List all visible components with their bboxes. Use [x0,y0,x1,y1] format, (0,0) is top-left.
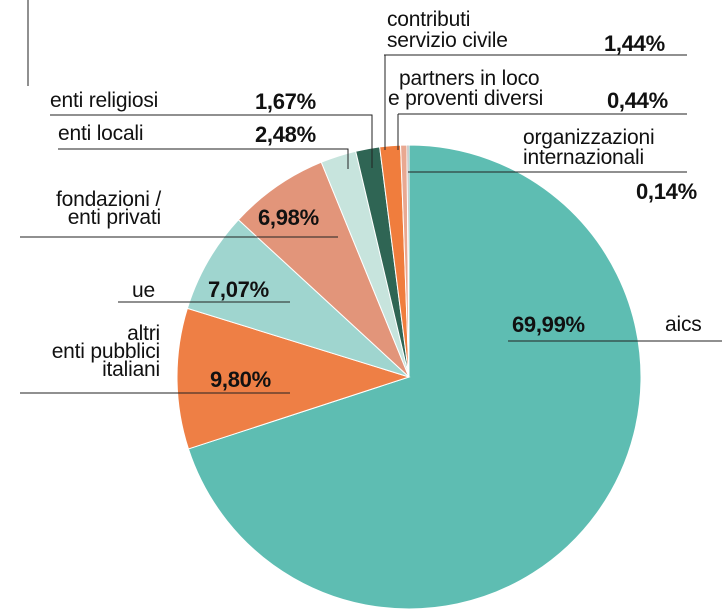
label-organizzazioni-line2: internazionali [523,146,644,169]
label-altri-line3: italiani [102,358,160,381]
pie-slice-1 [176,307,411,450]
label-ue: ue [132,279,155,302]
pie-slice-3 [237,161,410,378]
value-partners: 0,44% [607,88,668,113]
label-contributi-line1: contributi [387,8,471,31]
label-partners-line2: e proventi diversi [388,87,544,110]
label-altri-line1: altri [127,322,160,345]
label-enti-religiosi: enti religiosi [50,89,159,112]
value-altri: 9,80% [210,367,271,392]
leader-line-2 [58,148,349,169]
pie-slice-2 [186,219,410,378]
value-fondazioni: 6,98% [258,205,319,230]
label-fondazioni-line1: fondazioni / [55,188,161,211]
label-partners-line1: partners in loco [399,67,540,90]
leader-lines-group [20,0,722,394]
label-enti-locali: enti locali [58,122,144,145]
pie-slice-8 [406,144,410,378]
value-enti-locali: 2,48% [255,122,316,147]
value-ue: 7,07% [208,277,269,302]
label-altri-line2: enti pubblici [51,340,161,363]
pie-slice-0 [187,144,642,609]
value-organizzazioni: 0,14% [636,179,697,204]
slices-group [176,144,642,609]
label-aics: aics [665,313,702,336]
value-aics: 69,99% [512,312,585,337]
leader-line-1 [50,114,373,168]
value-contributi: 1,44% [604,31,665,56]
label-organizzazioni-line1: organizzazioni [523,126,655,149]
value-enti-religiosi: 1,67% [255,89,316,114]
label-contributi-line2: servizio civile [387,29,508,52]
label-fondazioni-line2: enti privati [67,206,162,229]
